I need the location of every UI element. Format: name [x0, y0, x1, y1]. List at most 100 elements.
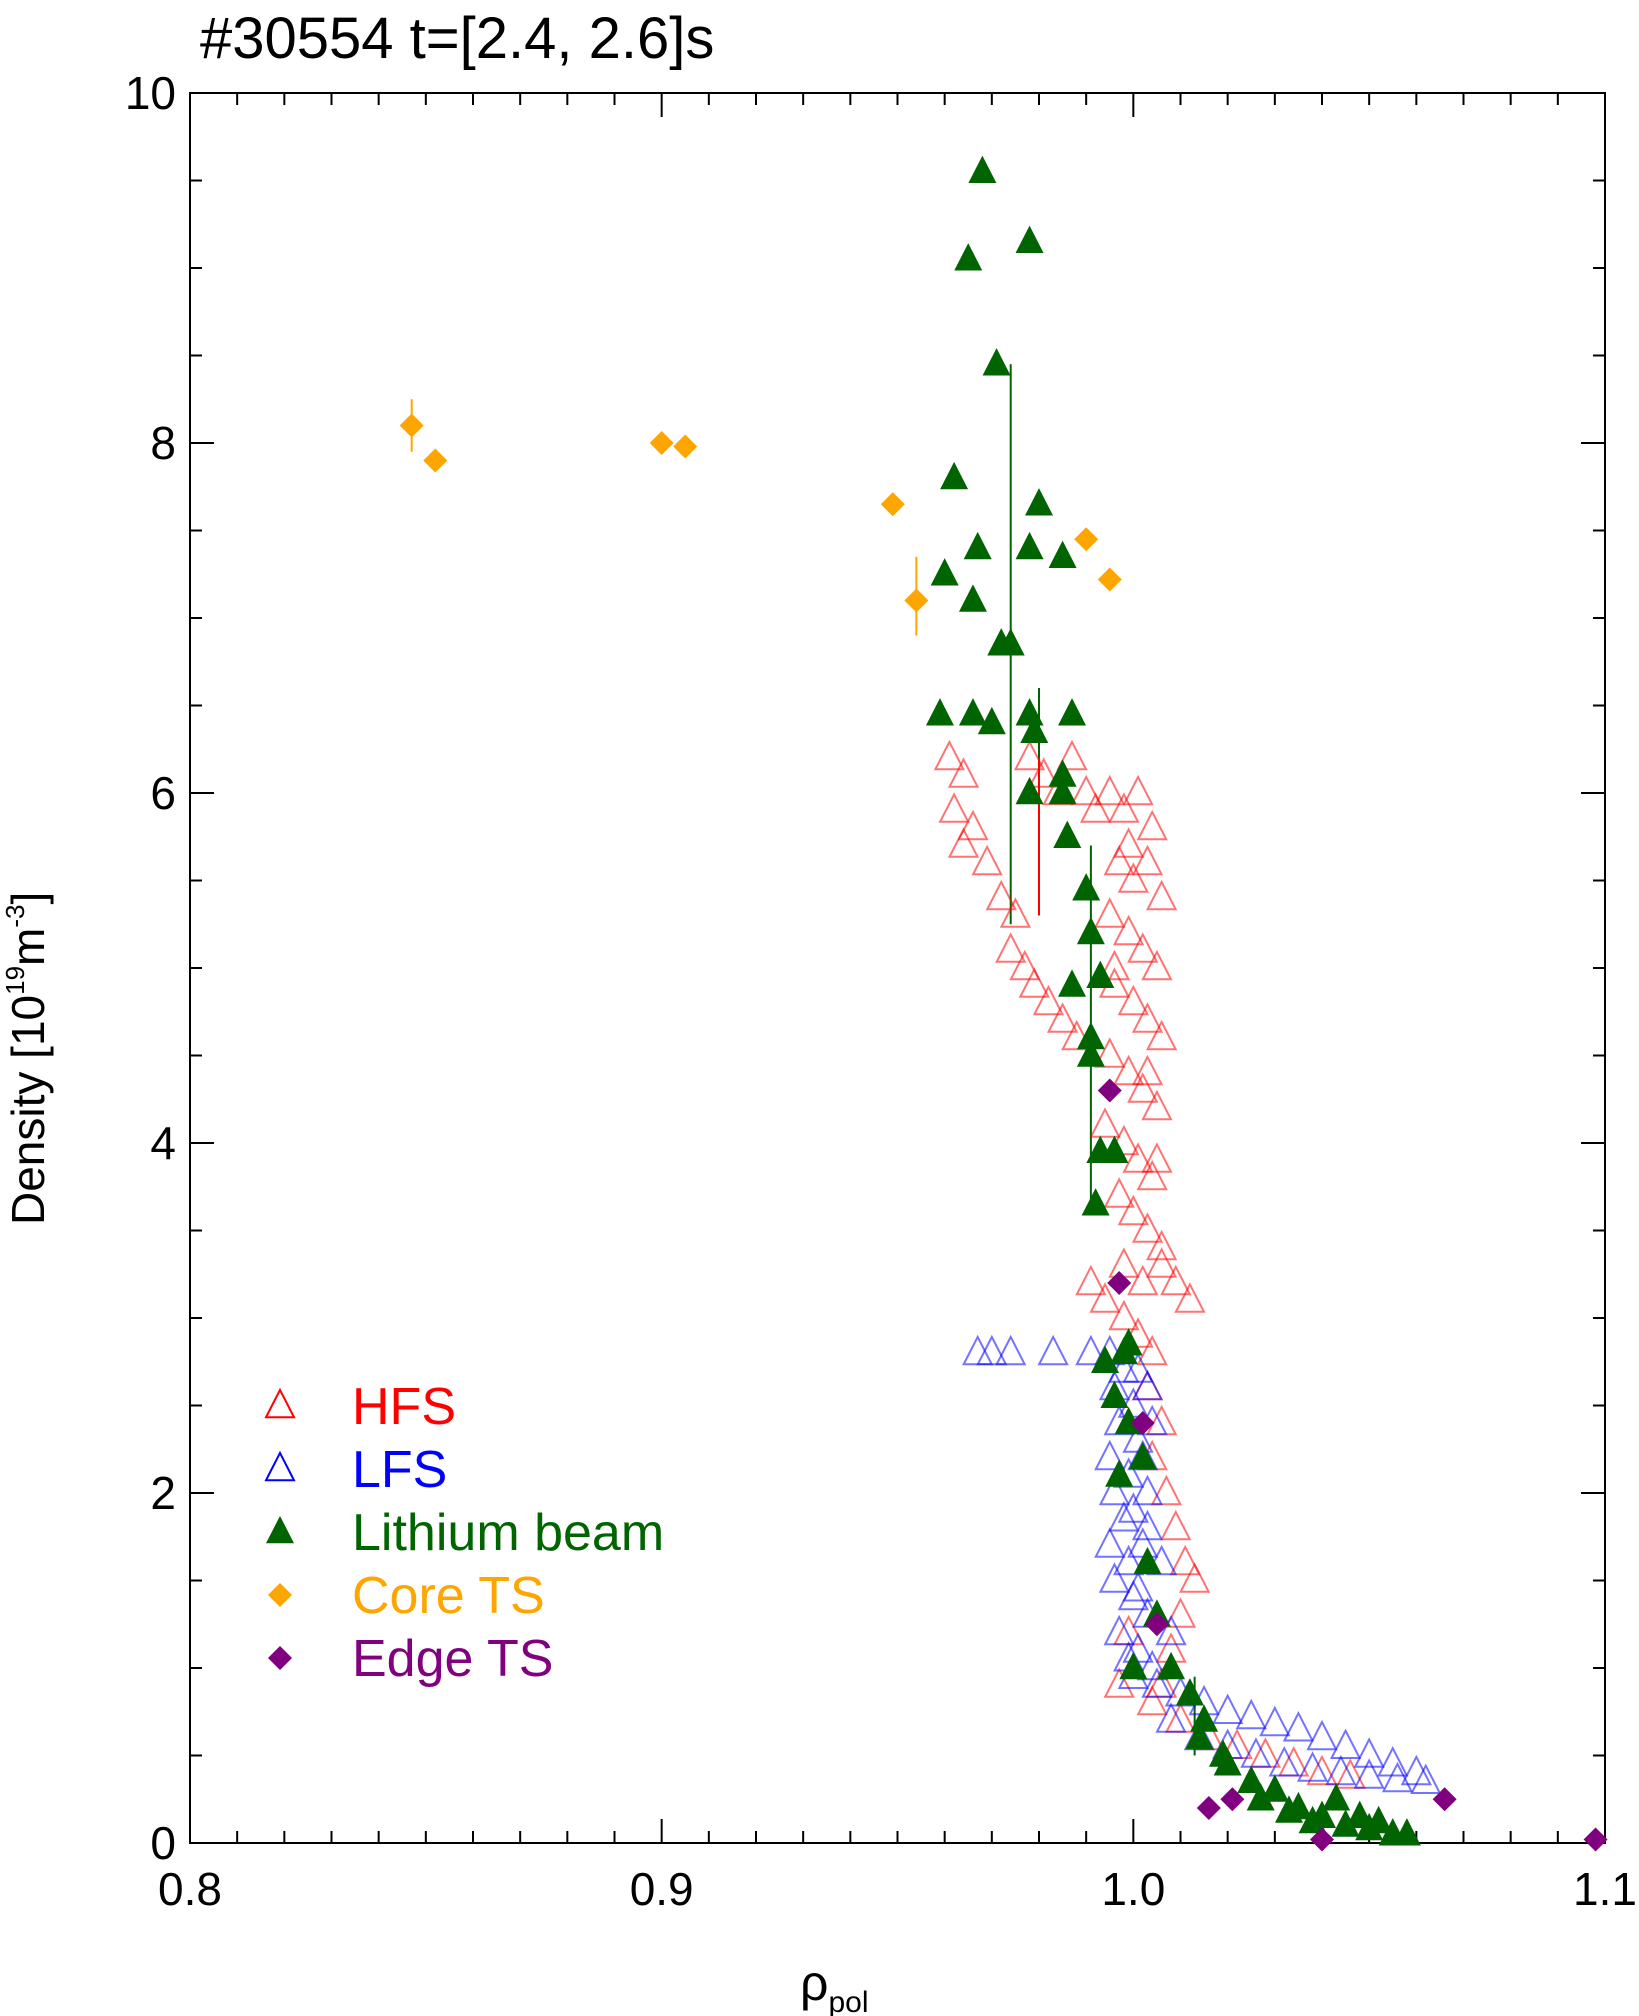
lithium-beam-point	[1072, 873, 1101, 901]
lfs-point	[1329, 1728, 1362, 1760]
lithium-beam-point	[963, 531, 992, 560]
y-axis-label-sup2: -3	[0, 905, 30, 928]
lfs-point	[1122, 1352, 1154, 1383]
hfs-point	[1075, 1264, 1107, 1296]
lithium-beam-point	[968, 155, 997, 184]
hfs-point	[947, 827, 980, 858]
lithium-beam-point	[1076, 916, 1105, 945]
hfs-point	[1174, 1282, 1206, 1313]
edge-ts-point	[1432, 1787, 1457, 1812]
legend-marker-core-ts	[268, 1583, 292, 1607]
hfs-point	[1117, 862, 1149, 893]
lfs-point	[1410, 1763, 1442, 1795]
y-tick-label: 0	[150, 1817, 176, 1869]
x-tick-label: 1.0	[1101, 1863, 1165, 1915]
y-axis-label-mid: m	[2, 928, 54, 966]
lithium-beam-point	[1114, 1328, 1143, 1356]
axis-tick-labels: 0.8 0.9 1.0 1.1 0 2 4 6 8 10	[125, 67, 1637, 1915]
hfs-point	[1046, 1002, 1079, 1033]
lfs-point	[1127, 1527, 1159, 1558]
hfs-point	[1136, 1334, 1168, 1366]
lithium-beam-point	[1190, 1704, 1219, 1732]
hfs-point	[1108, 1299, 1140, 1331]
hfs-point	[1141, 1142, 1173, 1173]
lithium-beam-point	[1025, 488, 1053, 516]
hfs-point	[1112, 827, 1145, 858]
lithium-beam-point	[1322, 1783, 1351, 1811]
edge-ts-point	[1220, 1787, 1245, 1812]
lithium-beam-point	[1213, 1748, 1242, 1776]
hfs-point	[1150, 1474, 1182, 1506]
hfs-point	[1032, 984, 1065, 1016]
legend-label-edge-ts: Edge TS	[352, 1630, 553, 1688]
lfs-point	[1098, 1562, 1131, 1593]
hfs-point	[1122, 1142, 1154, 1173]
lithium-beam-point	[1345, 1800, 1374, 1829]
lithium-beam-point	[1015, 531, 1044, 560]
y-axis-label: Density [1019m-3]	[0, 892, 54, 1225]
hfs-point	[1141, 1089, 1173, 1121]
hfs-point	[1160, 1509, 1192, 1541]
hfs-point	[938, 792, 970, 823]
hfs-point	[1169, 1544, 1201, 1576]
lithium-beam-point	[1058, 698, 1087, 726]
lithium-beam-point	[1053, 820, 1082, 849]
lithium-beam-point	[1392, 1818, 1421, 1846]
y-axis-label-end: ]	[2, 892, 54, 905]
hfs-point	[1089, 1107, 1121, 1138]
lfs-point	[1325, 1754, 1357, 1786]
lithium-beam-point	[1260, 1774, 1289, 1802]
hfs-point	[957, 809, 989, 841]
lfs-point	[1108, 1500, 1140, 1532]
lfs-point	[1075, 1334, 1107, 1366]
lfs-point	[1145, 1544, 1178, 1576]
lfs-point	[1381, 1761, 1414, 1793]
legend-marker-hfs	[264, 1387, 296, 1419]
lithium-beam-point	[977, 706, 1006, 735]
lithium-beam-point	[1185, 1721, 1214, 1750]
hfs-point	[1122, 774, 1154, 806]
lithium-beam-point	[996, 628, 1025, 656]
hfs-point	[1334, 1758, 1366, 1789]
hfs-point	[1112, 914, 1145, 946]
lithium-beam-point	[958, 584, 987, 612]
core-ts-point	[1074, 527, 1099, 552]
hfs-point	[1131, 1212, 1164, 1243]
hfs-point	[1131, 1002, 1164, 1033]
lfs-point	[962, 1334, 994, 1366]
lithium-beam-point	[982, 348, 1011, 376]
hfs-point	[1306, 1754, 1338, 1786]
lfs-point	[1131, 1474, 1164, 1506]
edge-ts-point	[1107, 1271, 1132, 1295]
y-tick-label: 10	[125, 67, 176, 119]
lfs-point	[1112, 1544, 1145, 1576]
lfs-point	[1117, 1579, 1149, 1611]
legend-marker-lfs	[264, 1450, 296, 1482]
lithium-beam-point	[958, 698, 987, 726]
core-ts-point	[673, 434, 698, 459]
lithium-beam-point	[1237, 1765, 1266, 1794]
lithium-beam-point	[930, 558, 959, 586]
hfs-point	[1136, 1684, 1168, 1716]
hfs-point	[1070, 774, 1102, 806]
hfs-point	[1112, 1614, 1145, 1646]
lithium-beam-point	[1020, 715, 1049, 744]
hfs-point	[1127, 1072, 1159, 1103]
lithium-beam-point	[1015, 698, 1044, 726]
x-tick-label: 0.9	[630, 1863, 694, 1915]
lfs-point	[1268, 1745, 1300, 1777]
lithium-beam-point	[954, 243, 983, 271]
hfs-point	[1098, 949, 1131, 981]
core-ts-point	[423, 448, 448, 473]
edge-ts-point	[1583, 1827, 1608, 1852]
hfs-point	[1028, 757, 1060, 788]
lithium-beam-point	[1157, 1651, 1186, 1680]
x-tick-label: 0.8	[158, 1863, 222, 1915]
hfs-point	[1103, 1177, 1135, 1208]
hfs-point	[1117, 984, 1149, 1016]
lfs-point	[1103, 1614, 1135, 1646]
hfs-point	[1145, 1247, 1178, 1278]
x-axis-label: ρpol	[800, 1955, 869, 2016]
lithium-beam-point	[1274, 1795, 1303, 1823]
